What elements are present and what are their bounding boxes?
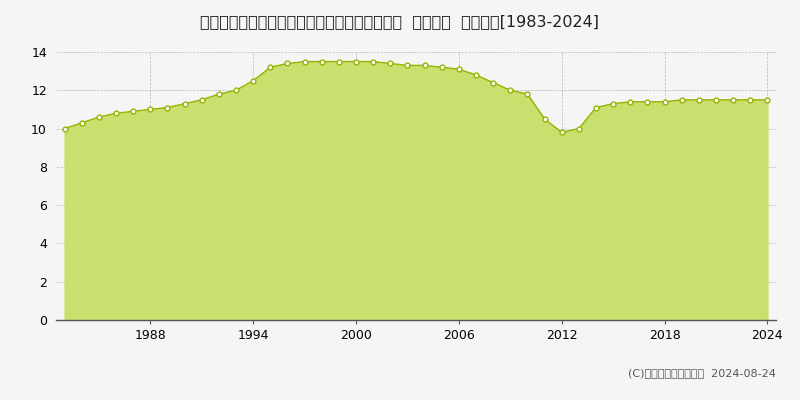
Text: (C)土地価格ドットコム  2024-08-24: (C)土地価格ドットコム 2024-08-24	[628, 368, 776, 378]
Text: 福島県いわき市勿来町窪田町通１丁目５８番２  地価公示  地価推移[1983-2024]: 福島県いわき市勿来町窪田町通１丁目５８番２ 地価公示 地価推移[1983-202…	[201, 14, 599, 29]
